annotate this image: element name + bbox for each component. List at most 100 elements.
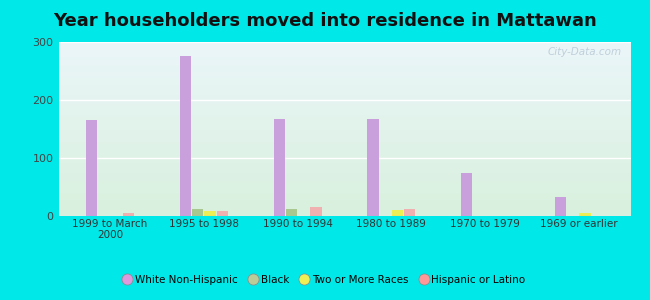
- Bar: [58, 128, 630, 129]
- Bar: [58, 180, 630, 181]
- Bar: [58, 65, 630, 66]
- Bar: [58, 100, 630, 101]
- Bar: [192, 209, 203, 216]
- Bar: [58, 191, 630, 192]
- Bar: [58, 99, 630, 100]
- Bar: [58, 198, 630, 199]
- Bar: [58, 148, 630, 149]
- Bar: [58, 215, 630, 216]
- Legend: White Non-Hispanic, Black, Two or More Races, Hispanic or Latino: White Non-Hispanic, Black, Two or More R…: [120, 270, 530, 289]
- Bar: [58, 172, 630, 173]
- Bar: [58, 195, 630, 196]
- Bar: [58, 73, 630, 74]
- Bar: [58, 94, 630, 95]
- Bar: [58, 52, 630, 53]
- Bar: [58, 107, 630, 108]
- Bar: [58, 120, 630, 121]
- Bar: [58, 113, 630, 114]
- Bar: [58, 91, 630, 92]
- Bar: [58, 139, 630, 140]
- Bar: [58, 137, 630, 138]
- Bar: [58, 111, 630, 112]
- Bar: [58, 146, 630, 147]
- Bar: [58, 64, 630, 65]
- Bar: [58, 199, 630, 200]
- Bar: [180, 56, 191, 216]
- Bar: [58, 190, 630, 191]
- Bar: [58, 135, 630, 136]
- Bar: [58, 48, 630, 49]
- Bar: [58, 104, 630, 105]
- Bar: [58, 80, 630, 81]
- Bar: [58, 54, 630, 55]
- Bar: [58, 114, 630, 115]
- Bar: [404, 209, 415, 216]
- Bar: [58, 163, 630, 164]
- Bar: [58, 87, 630, 88]
- Bar: [58, 44, 630, 45]
- Bar: [58, 90, 630, 91]
- Bar: [310, 207, 322, 216]
- Bar: [58, 149, 630, 150]
- Bar: [58, 158, 630, 159]
- Bar: [58, 196, 630, 197]
- Bar: [58, 97, 630, 98]
- Bar: [58, 69, 630, 70]
- Bar: [58, 200, 630, 201]
- Bar: [392, 210, 403, 216]
- Bar: [58, 179, 630, 180]
- Bar: [58, 82, 630, 83]
- Bar: [58, 67, 630, 68]
- Bar: [58, 126, 630, 127]
- Bar: [58, 55, 630, 56]
- Bar: [58, 71, 630, 72]
- Bar: [58, 50, 630, 51]
- Bar: [58, 207, 630, 208]
- Bar: [58, 174, 630, 175]
- Bar: [58, 85, 630, 86]
- Bar: [58, 183, 630, 184]
- Bar: [58, 127, 630, 128]
- Bar: [58, 188, 630, 189]
- Bar: [58, 118, 630, 119]
- Bar: [58, 72, 630, 73]
- Bar: [58, 129, 630, 130]
- Bar: [58, 110, 630, 111]
- Bar: [58, 214, 630, 215]
- Bar: [58, 166, 630, 167]
- Bar: [58, 212, 630, 213]
- Bar: [58, 193, 630, 194]
- Bar: [58, 133, 630, 134]
- Bar: [58, 176, 630, 177]
- Bar: [86, 120, 98, 216]
- Bar: [58, 213, 630, 214]
- Bar: [58, 185, 630, 186]
- Bar: [58, 143, 630, 144]
- Bar: [58, 161, 630, 162]
- Bar: [58, 150, 630, 151]
- Bar: [58, 81, 630, 82]
- Bar: [58, 43, 630, 44]
- Bar: [58, 106, 630, 107]
- Bar: [58, 103, 630, 104]
- Bar: [58, 197, 630, 198]
- Bar: [58, 189, 630, 190]
- Bar: [58, 208, 630, 209]
- Bar: [286, 209, 297, 216]
- Bar: [58, 92, 630, 93]
- Bar: [58, 61, 630, 62]
- Bar: [58, 171, 630, 172]
- Bar: [58, 57, 630, 58]
- Bar: [58, 88, 630, 89]
- Bar: [58, 58, 630, 59]
- Bar: [58, 78, 630, 79]
- Bar: [58, 138, 630, 139]
- Bar: [58, 75, 630, 76]
- Bar: [58, 56, 630, 57]
- Bar: [58, 74, 630, 75]
- Bar: [58, 184, 630, 185]
- Bar: [58, 157, 630, 158]
- Bar: [58, 66, 630, 67]
- Bar: [58, 84, 630, 85]
- Bar: [58, 164, 630, 165]
